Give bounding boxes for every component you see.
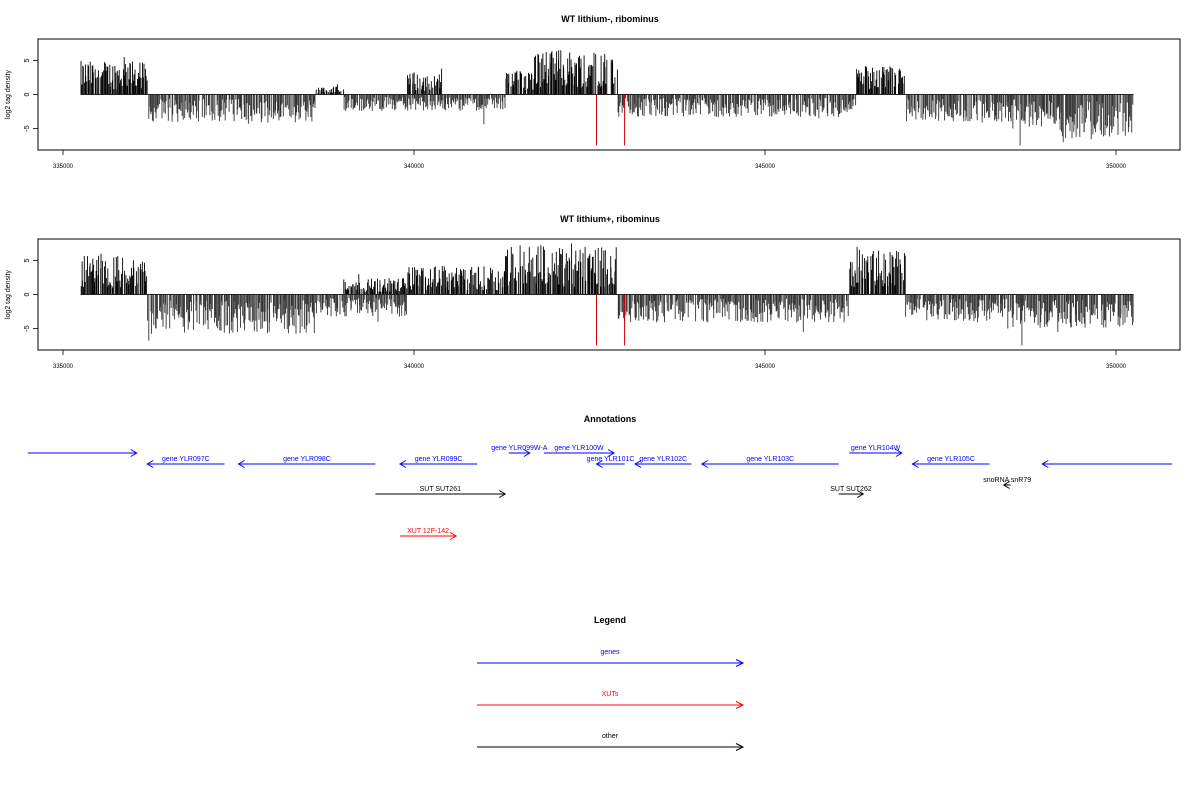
feature-gene	[27, 449, 138, 457]
legend-title: Legend	[594, 615, 626, 625]
feature-gene: gene YLR100W	[543, 445, 616, 457]
feature-gene	[1041, 460, 1173, 468]
density-panel-lithium-minus: WT lithium-, ribominus log2 tag density …	[5, 14, 1181, 170]
feature-gene: gene YLR105C	[911, 456, 990, 468]
feature-arrowhead	[857, 490, 865, 498]
legend-arrowhead	[735, 701, 745, 709]
feature-arrowhead	[634, 460, 642, 468]
feature-label: SUT SUT261	[420, 486, 462, 493]
legend-item: genes	[477, 649, 745, 667]
red-markers	[596, 94, 626, 146]
feature-gene: gene YLR097C	[146, 456, 225, 468]
feature-arrowhead	[595, 460, 603, 468]
y-tick-label: 5	[24, 258, 31, 262]
y-tick-label: 0	[24, 292, 31, 296]
feature-other: snoRNA snR79	[983, 477, 1031, 489]
feature-arrowhead	[1002, 481, 1010, 489]
feature-gene: gene YLR098C	[237, 456, 376, 468]
feature-label: gene YLR102C	[639, 456, 687, 463]
feature-label: snoRNA snR79	[983, 477, 1031, 484]
x-tick-label: 345000	[755, 164, 776, 170]
legend-item: XUTs	[477, 691, 745, 709]
feature-label: gene YLR101C	[587, 456, 635, 463]
density-bars	[80, 243, 1134, 346]
feature-label: gene YLR097C	[162, 456, 210, 463]
legend-label: other	[602, 733, 619, 740]
feature-gene: gene YLR101C	[587, 456, 635, 468]
feature-label: gene YLR099C	[415, 456, 463, 463]
axis-ticks: 5 0 -5 335000 340000 345000 350000	[24, 58, 1127, 170]
x-tick-label: 350000	[1106, 364, 1127, 370]
legend-arrowhead	[735, 743, 745, 751]
x-tick-label: 340000	[404, 164, 425, 170]
feature-arrowhead	[911, 460, 919, 468]
legend: Legend genes XUTs other	[477, 615, 745, 751]
feature-label: gene YLR104W	[851, 445, 901, 452]
feature-label: gene YLR105C	[927, 456, 975, 463]
red-markers	[596, 294, 626, 346]
feature-other: SUT SUT261	[375, 486, 507, 498]
axis-ticks: 5 0 -5 335000 340000 345000 350000	[24, 258, 1127, 370]
feature-gene: gene YLR099C	[398, 456, 478, 468]
feature-arrowhead	[895, 449, 903, 457]
feature-arrowhead	[237, 460, 245, 468]
feature-label: XUT 12F-142	[407, 528, 449, 535]
feature-arrowhead	[398, 460, 407, 468]
feature-arrowhead	[146, 460, 154, 468]
legend-label: genes	[600, 649, 620, 656]
x-tick-label: 350000	[1106, 164, 1127, 170]
feature-gene: gene YLR104W	[849, 445, 903, 457]
feature-label: gene YLR098C	[283, 456, 331, 463]
feature-other: SUT SUT262	[830, 486, 872, 498]
feature-gene: gene YLR102C	[634, 456, 692, 468]
feature-arrowhead	[449, 532, 458, 540]
y-axis-label: log2 tag density	[5, 269, 12, 319]
feature-label: gene YLR099W-A	[491, 445, 547, 452]
feature-label: gene YLR100W	[554, 445, 604, 452]
feature-tracks: gene YLR097C gene YLR098C gene YLR099C gene…	[27, 445, 1173, 540]
y-tick-label: -5	[24, 325, 31, 331]
feature-arrowhead	[607, 449, 616, 457]
legend-item: other	[477, 733, 745, 751]
legend-arrowhead	[735, 659, 745, 667]
feature-arrowhead	[499, 490, 507, 498]
y-tick-label: 5	[24, 58, 31, 62]
feature-label: gene YLR103C	[746, 456, 794, 463]
y-axis-label: log2 tag density	[5, 69, 12, 119]
feature-arrowhead	[1041, 460, 1049, 468]
feature-arrowhead	[700, 460, 709, 468]
feature-gene: gene YLR103C	[700, 456, 839, 468]
feature-gene: gene YLR099W-A	[491, 445, 548, 457]
x-tick-label: 335000	[53, 364, 74, 370]
feature-xut: XUT 12F-142	[399, 528, 458, 540]
y-tick-label: 0	[24, 92, 31, 96]
x-tick-label: 345000	[755, 364, 776, 370]
feature-arrowhead	[130, 449, 138, 457]
legend-items: genes XUTs other	[477, 649, 745, 751]
panel-title: WT lithium+, ribominus	[560, 214, 660, 224]
panel-title: WT lithium-, ribominus	[561, 14, 659, 24]
y-tick-label: -5	[24, 125, 31, 131]
x-tick-label: 340000	[404, 364, 425, 370]
density-bars	[80, 50, 1134, 146]
feature-arrowhead	[523, 449, 531, 457]
legend-label: XUTs	[602, 691, 619, 698]
annotations-title: Annotations	[584, 414, 637, 424]
feature-label: SUT SUT262	[830, 486, 872, 493]
annotations-panel: Annotations gene YLR097C gene YLR098C gene…	[27, 414, 1173, 540]
x-tick-label: 335000	[53, 164, 74, 170]
density-panel-lithium-plus: WT lithium+, ribominus log2 tag density …	[5, 214, 1181, 370]
